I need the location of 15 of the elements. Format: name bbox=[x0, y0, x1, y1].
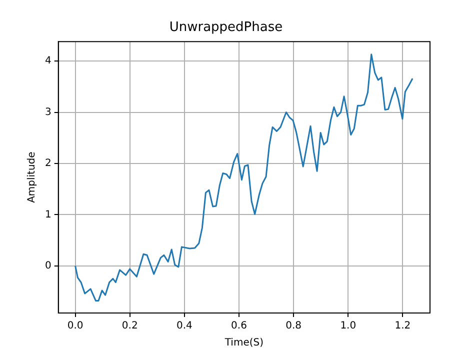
y-axis-title: Amplitude bbox=[26, 152, 38, 203]
chart-title: UnwrappedPhase bbox=[169, 20, 283, 36]
y-tick-label: 1 bbox=[44, 209, 52, 220]
x-tick-label: 0.2 bbox=[122, 320, 138, 332]
x-axis-title: Time(S) bbox=[224, 338, 264, 349]
x-tick-label: 0.6 bbox=[231, 320, 247, 332]
y-tick-label: 3 bbox=[44, 106, 52, 118]
x-tick-label: 0.8 bbox=[286, 320, 302, 332]
y-tick-label: 2 bbox=[44, 158, 52, 170]
x-tick-label: 1.2 bbox=[394, 320, 411, 332]
x-tick-label: 1.0 bbox=[340, 320, 356, 332]
x-tick-label: 0.0 bbox=[67, 320, 84, 332]
x-tick-label: 0.4 bbox=[176, 320, 192, 332]
y-tick-label: 4 bbox=[44, 56, 52, 67]
y-tick-label: 0 bbox=[44, 260, 52, 272]
